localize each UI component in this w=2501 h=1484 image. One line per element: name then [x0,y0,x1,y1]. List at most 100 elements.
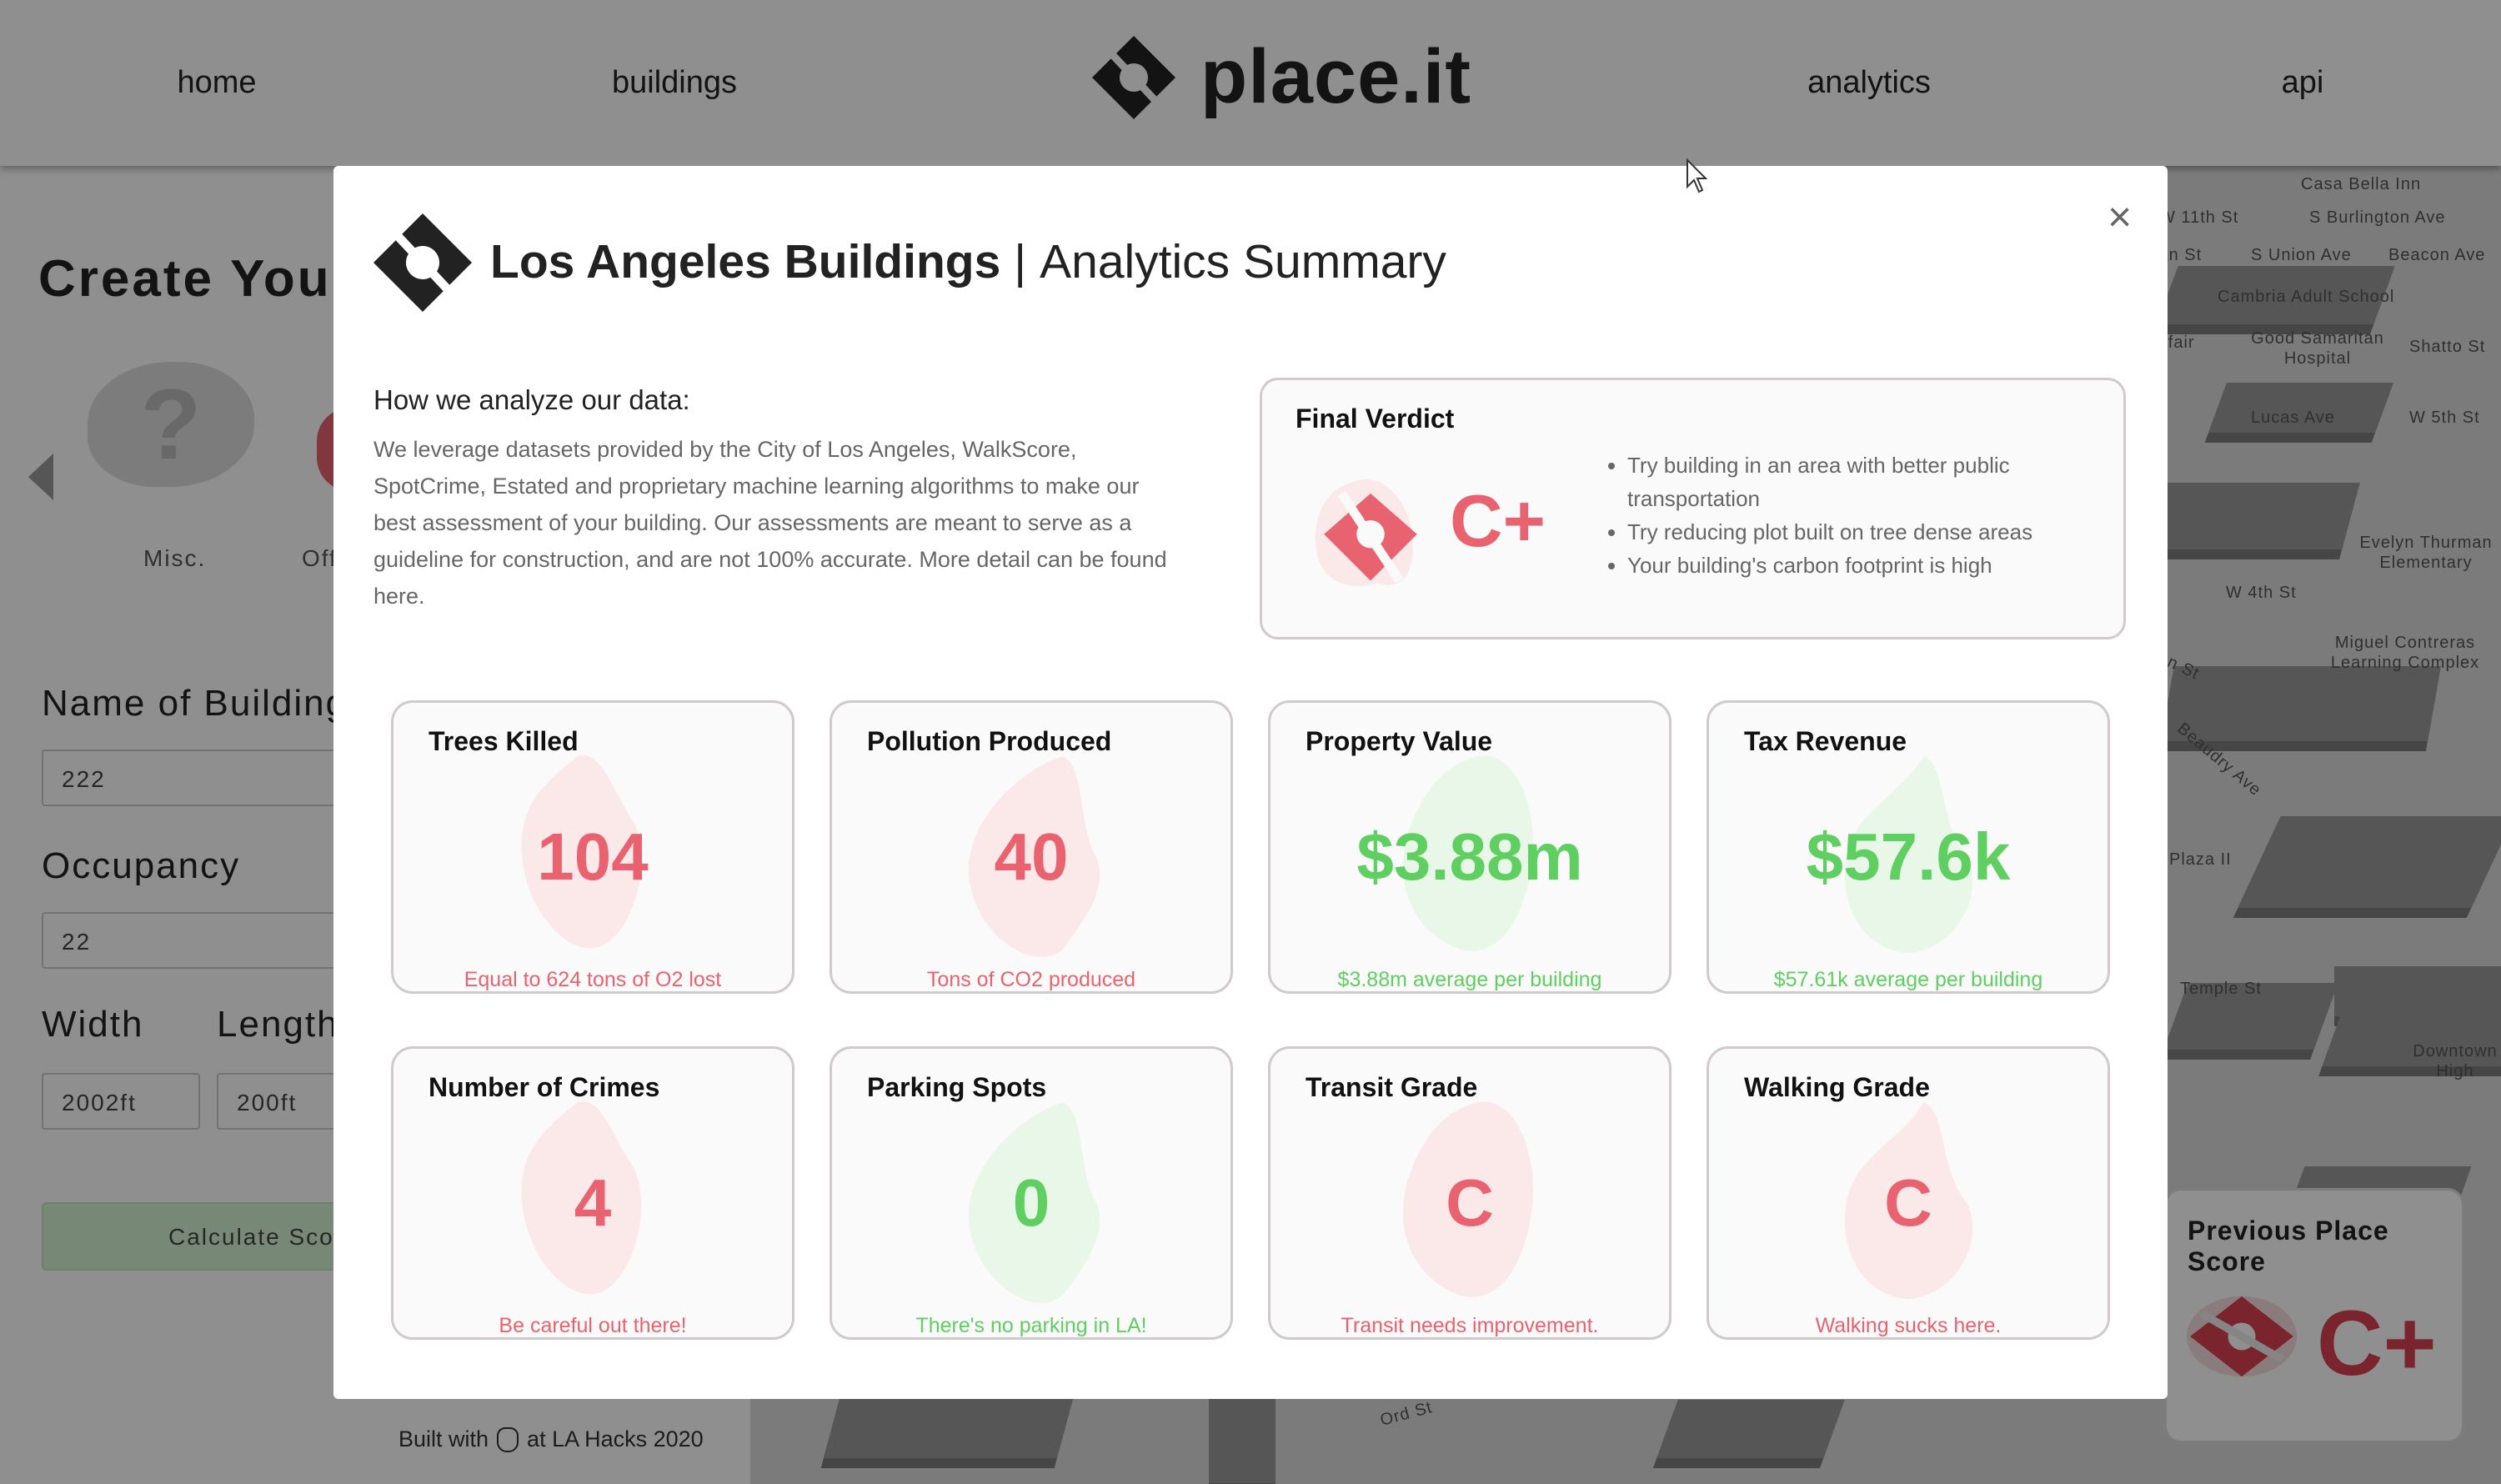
map-label: W 4th St [2226,584,2297,602]
map-label: Evelyn Thurman Elementary [2359,534,2493,572]
nav-analytics[interactable]: analytics [1807,65,1931,100]
metric-subtext: There's no parking in LA! [915,1314,1147,1337]
verdict-logo-icon [1315,479,1417,586]
misc-category-icon[interactable]: ? [88,362,254,487]
metric-subtext: Walking sucks here. [1815,1314,2002,1337]
blob-icon [521,1101,642,1295]
close-icon[interactable]: × [2108,193,2133,240]
metric-title: Number of Crimes [429,1072,660,1102]
metric-card: Trees Killed 104 Equal to 624 tons of O2… [391,700,794,994]
metric-card: Parking Spots 0 There's no parking in LA… [829,1046,1233,1340]
how-heading: How we analyze our data: [373,384,690,415]
nav-home[interactable]: home [177,65,257,100]
blob-icon [1402,755,1534,951]
brand-name: place.it [1200,34,1472,119]
map-label: W 5th St [2409,409,2480,427]
metric-title: Property Value [1306,726,1493,756]
footer-text-before: Built with [398,1426,489,1451]
metric-value: C [1884,1166,1932,1240]
place-it-logo-icon [373,213,472,312]
metric-title: Tax Revenue [1744,726,1907,756]
metric-card: Walking Grade C Walking sucks here. [1707,1046,2110,1340]
verdict-tip: Try building in an area with better publ… [1627,449,2071,515]
blob-icon [521,755,642,949]
brand-logo[interactable]: place.it [1092,33,1471,121]
map-label: W 11th St [2159,208,2239,227]
modal-title-bold: Los Angeles Buildings [490,235,1001,288]
blob-icon [968,1102,1100,1303]
width-label: Width [42,1004,144,1045]
verdict-tips: Try building in an area with better publ… [1604,449,2071,582]
metric-subtext: Equal to 624 tons of O2 lost [464,968,722,991]
metric-title: Walking Grade [1744,1072,1930,1102]
metric-value: 40 [994,820,1069,894]
how-body: We leverage datasets provided by the Cit… [373,437,1167,609]
metric-card: Property Value $3.88m $3.88m average per… [1268,700,1672,994]
map-label: Temple St [2180,980,2262,998]
nav-buildings[interactable]: buildings [612,65,737,100]
footer-text-after: at LA Hacks 2020 [527,1426,704,1451]
name-label: Name of Building [42,683,348,724]
map-label: Miguel Contreras Learning Complex [2330,634,2480,672]
nav-api[interactable]: api [2281,65,2324,100]
previous-score-grade: C+ [2317,1292,2437,1395]
metric-card: Tax Revenue $57.6k $57.61k average per b… [1707,700,2110,994]
blob-icon [1844,756,1973,954]
map-label: S Burlington Ave [2309,208,2446,227]
metric-card: Pollution Produced 40 Tons of CO2 produc… [829,700,1233,994]
metric-title: Trees Killed [429,726,579,756]
previous-score-logo-icon [2187,1296,2297,1377]
metric-value: C [1446,1166,1494,1240]
metric-subtext: Tons of CO2 produced [926,968,1136,991]
map-label: Shatto St [2409,338,2486,356]
metric-subtext: Transit needs improvement. [1341,1314,1599,1337]
final-verdict-title: Final Verdict [1296,404,1455,434]
previous-score-card: Previous Place Score C+ [2164,1188,2464,1443]
map-label: Lucas Ave [2251,409,2335,427]
metric-value: $57.6k [1806,820,2011,894]
carousel-prev-icon[interactable] [28,454,53,500]
map-label: Casa Bella Inn [2301,175,2422,193]
map-label: Cambria Adult School [2218,288,2395,306]
blob-icon [968,756,1100,957]
verdict-tip: Your building's carbon footprint is high [1627,549,2071,582]
metric-value: 4 [574,1166,612,1240]
previous-score-title: Previous Place Score [2188,1216,2389,1276]
category-misc[interactable]: Misc. [143,545,207,571]
top-nav: home buildings place.it analytics api [0,0,2501,166]
metric-title: Transit Grade [1306,1072,1478,1102]
verdict-tip: Try reducing plot built on tree dense ar… [1627,515,2071,549]
coffee-icon [497,1426,519,1452]
final-verdict-card: Final Verdict C+ Try building in an area… [1260,378,2126,639]
footer-credit: Built with at LA Hacks 2020 [398,1426,704,1452]
map-label: Plaza II [2169,850,2232,869]
category-office[interactable]: Off [302,545,338,571]
modal-title-separator: | [1014,235,1027,288]
metric-card: Transit Grade C Transit needs improvemen… [1268,1046,1672,1340]
occupancy-label: Occupancy [42,845,241,886]
blob-icon [1844,1102,1973,1300]
length-label: Length [217,1004,339,1045]
metric-title: Parking Spots [867,1072,1047,1102]
metric-title: Pollution Produced [867,726,1112,756]
analytics-modal: × Los Angeles Buildings | Analytics Summ… [333,166,2168,1399]
map-label: Beacon Ave [2388,246,2486,264]
mouse-cursor-icon [1687,158,1708,193]
place-it-logo-icon [1092,35,1175,119]
blob-icon [1402,1101,1534,1297]
create-title: Create Your [38,250,354,308]
metric-value: $3.88m [1356,820,1583,894]
map-label: S Union Ave [2251,246,2352,264]
metric-subtext: Be careful out there! [499,1314,687,1337]
metric-value: 0 [1012,1166,1050,1240]
modal-title: Los Angeles Buildings | Analytics Summar… [490,234,1446,289]
final-verdict-grade: C+ [1450,479,1546,562]
map-label: Downtown High [2413,1042,2498,1080]
modal-title-rest: Analytics Summary [1040,235,1446,288]
metric-subtext: $57.61k average per building [1773,968,2043,991]
metric-value: 104 [537,820,649,894]
metric-subtext: $3.88m average per building [1337,968,1602,991]
metric-card: Number of Crimes 4 Be careful out there! [391,1046,794,1340]
map-label: Good Samaritan Hospital [2251,329,2384,368]
width-input[interactable]: 2002ft [42,1073,200,1130]
